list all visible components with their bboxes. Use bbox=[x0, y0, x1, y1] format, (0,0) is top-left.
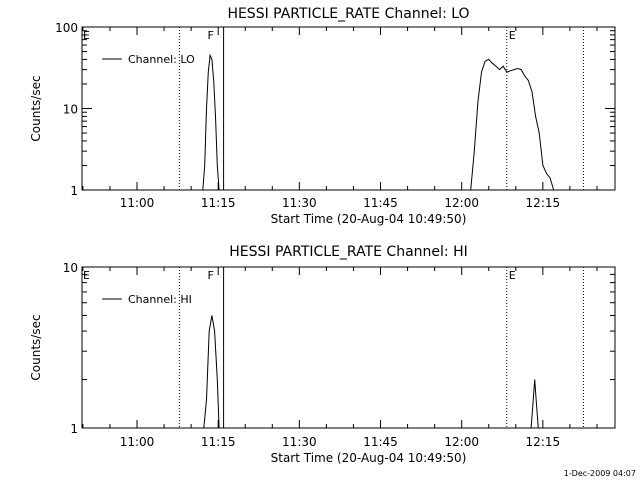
series-line-segment-2 bbox=[530, 379, 539, 429]
x-tick-label: 11:15 bbox=[201, 435, 236, 449]
marker-label-f: F bbox=[207, 29, 213, 42]
marker-label-e: E bbox=[83, 269, 90, 282]
chart-title: HESSI PARTICLE_RATE Channel: LO bbox=[227, 6, 469, 22]
x-axis-label: Start Time (20-Aug-04 10:49:50) bbox=[271, 212, 467, 226]
y-tick-label: 10 bbox=[63, 103, 78, 117]
marker-label-e: E bbox=[509, 29, 516, 42]
footer-timestamp: 1-Dec-2009 04:07 bbox=[563, 469, 636, 478]
x-tick-label: 12:15 bbox=[526, 196, 561, 210]
x-tick-label: 11:45 bbox=[363, 435, 398, 449]
marker-label-e: E bbox=[509, 269, 516, 282]
legend-label: Channel: HI bbox=[128, 293, 192, 306]
y-tick-label: 1 bbox=[70, 184, 78, 198]
plot-frame bbox=[81, 266, 616, 429]
legend-label: Channel: LO bbox=[128, 53, 195, 66]
marker-label-f: F bbox=[207, 269, 213, 282]
y-tick-label: 10 bbox=[63, 261, 78, 275]
x-tick-label: 11:30 bbox=[282, 196, 317, 210]
x-tick-label: 11:00 bbox=[120, 196, 155, 210]
y-axis-label: Counts/sec bbox=[29, 75, 43, 141]
chart-panel-1: HESSI PARTICLE_RATE Channel: LO Start Tim… bbox=[29, 6, 616, 226]
plot-frame bbox=[81, 26, 616, 191]
x-tick-label: 12:15 bbox=[526, 435, 561, 449]
x-tick-label: 12:00 bbox=[444, 435, 479, 449]
chart-panel-2: HESSI PARTICLE_RATE Channel: HI Start Tim… bbox=[29, 244, 616, 465]
x-tick-label: 11:45 bbox=[363, 196, 398, 210]
series-line-segment-1 bbox=[203, 315, 220, 429]
series-line-segment-1 bbox=[202, 53, 220, 191]
y-tick-label: 1 bbox=[70, 422, 78, 436]
marker-label-e: E bbox=[83, 29, 90, 42]
x-axis-label: Start Time (20-Aug-04 10:49:50) bbox=[271, 451, 467, 465]
y-axis-label: Counts/sec bbox=[29, 314, 43, 380]
x-tick-label: 11:30 bbox=[282, 435, 317, 449]
chart-title: HESSI PARTICLE_RATE Channel: HI bbox=[229, 244, 467, 260]
x-tick-label: 11:00 bbox=[120, 435, 155, 449]
series-line-segment-2 bbox=[470, 58, 555, 191]
y-tick-label: 100 bbox=[55, 21, 78, 35]
x-tick-label: 11:15 bbox=[201, 196, 236, 210]
x-tick-label: 12:00 bbox=[444, 196, 479, 210]
